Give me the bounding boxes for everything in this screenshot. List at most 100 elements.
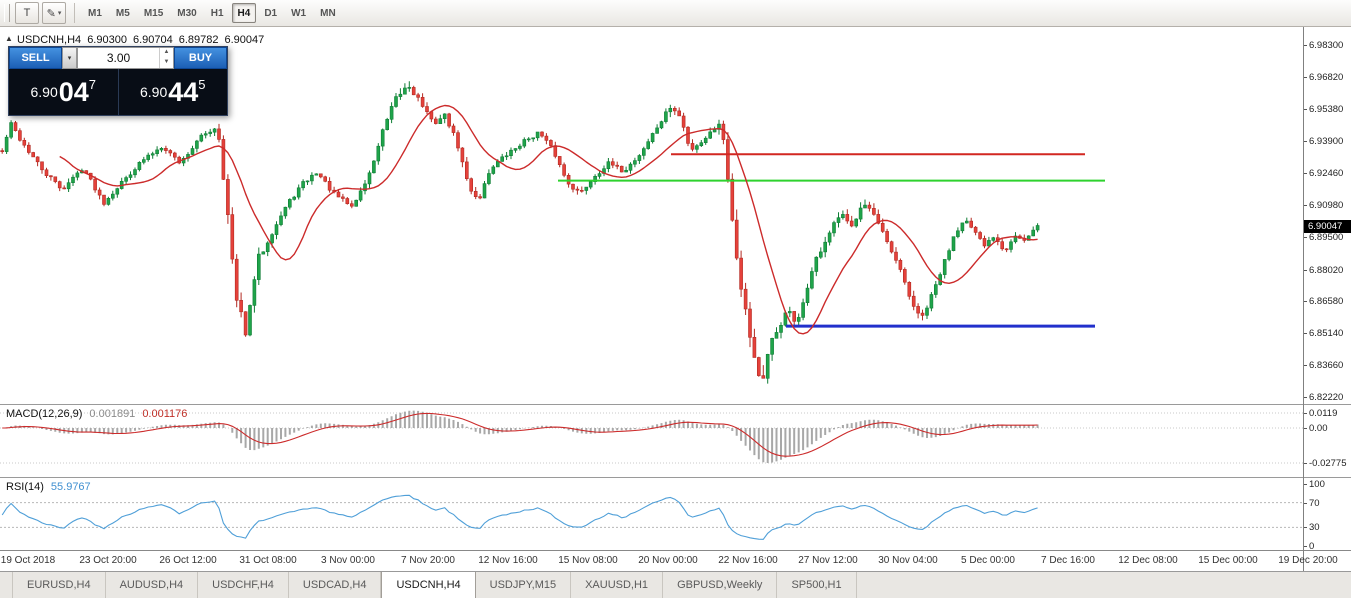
symbol-period-label: USDCNH,H4 bbox=[17, 34, 82, 46]
timeframe-button-d1[interactable]: D1 bbox=[264, 7, 278, 19]
rsi-axis-tick bbox=[1304, 502, 1307, 504]
macd-axis-label: 0.00 bbox=[1309, 423, 1328, 434]
timeframe-button-h4[interactable]: H4 bbox=[231, 3, 257, 23]
timeframe-button-mn[interactable]: MN bbox=[320, 7, 336, 19]
chart-tabs-bar: EURUSD,H4 AUDUSD,H4 USDCHF,H4 USDCAD,H4 USDC… bbox=[0, 571, 1351, 598]
templates-icon: T bbox=[23, 7, 31, 19]
volume-value[interactable]: 3.00 bbox=[106, 51, 131, 65]
rsi-chart[interactable] bbox=[0, 478, 1303, 550]
time-axis[interactable]: 19 Oct 2018 23 Oct 20:00 26 Oct 12:00 31 Oc… bbox=[0, 550, 1338, 571]
volume-down-button[interactable]: ▼ bbox=[163, 59, 170, 65]
chart-tab-eurusd-h4[interactable]: EURUSD,H4 bbox=[12, 572, 106, 598]
rsi-label: RSI(14) 55.9767 bbox=[6, 481, 91, 493]
price-axis-label: 6.98300 bbox=[1309, 39, 1344, 51]
time-label: 23 Oct 20:00 bbox=[79, 555, 137, 566]
rsi-axis[interactable]: 100 70 30 0 bbox=[1304, 477, 1351, 552]
time-label: 5 Dec 00:00 bbox=[961, 555, 1015, 566]
candlestick-chart[interactable] bbox=[0, 27, 1303, 404]
sell-button[interactable]: SELL bbox=[9, 47, 62, 69]
price-scale-column[interactable]: 6.98300 6.96820 6.95380 6.93900 6.92460 6.909… bbox=[1303, 27, 1351, 571]
price-axis-tick bbox=[1304, 269, 1307, 271]
rsi-value: 55.9767 bbox=[50, 481, 91, 493]
timeframe-button-h1[interactable]: H1 bbox=[210, 7, 224, 19]
volume-steppers: ▲ ▼ bbox=[159, 48, 173, 68]
price-axis-label: 6.82220 bbox=[1309, 391, 1344, 403]
rsi-axis-label: 0 bbox=[1309, 541, 1315, 552]
chart-tab-usdjpy-m15[interactable]: USDJPY,M15 bbox=[476, 572, 572, 598]
price-axis-tick bbox=[1304, 332, 1307, 334]
time-label: 12 Nov 16:00 bbox=[478, 555, 538, 566]
buy-button[interactable]: BUY bbox=[174, 47, 227, 69]
price-axis-tick bbox=[1304, 141, 1307, 143]
timeframe-button-m5[interactable]: M5 bbox=[115, 7, 130, 19]
volume-input[interactable]: 3.00 ▲ ▼ bbox=[77, 47, 174, 69]
price-axis-label: 6.85140 bbox=[1309, 327, 1344, 339]
chart-tab-audusd-h4[interactable]: AUDUSD,H4 bbox=[106, 572, 199, 598]
macd-main-value: 0.001891 bbox=[89, 408, 136, 420]
chart-workspace: ▲ USDCNH,H4 6.90300 6.90704 6.89782 6.90… bbox=[0, 27, 1351, 571]
chevron-down-icon: ▾ bbox=[67, 55, 72, 62]
ask-prefix: 6.90 bbox=[139, 84, 168, 100]
macd-chart[interactable] bbox=[0, 405, 1303, 477]
open-value: 6.90300 bbox=[87, 34, 127, 46]
chart-tab-usdcnh-h4[interactable]: USDCNH,H4 bbox=[381, 572, 476, 598]
current-price-badge: 6.90047 bbox=[1304, 220, 1351, 233]
templates-button[interactable]: T bbox=[15, 2, 39, 24]
volume-dropdown-button[interactable]: ▾ bbox=[62, 47, 77, 69]
chart-tab-usdcad-h4[interactable]: USDCAD,H4 bbox=[289, 572, 382, 598]
macd-axis-tick bbox=[1304, 412, 1307, 414]
chart-tab-xauusd-h1[interactable]: XAUUSD,H1 bbox=[571, 572, 664, 598]
draw-tools-icon: ✎ bbox=[46, 7, 56, 20]
rsi-panel[interactable]: RSI(14) 55.9767 bbox=[0, 477, 1303, 550]
main-chart-panel[interactable]: ▲ USDCNH,H4 6.90300 6.90704 6.89782 6.90… bbox=[0, 27, 1303, 404]
price-axis-label: 6.93900 bbox=[1309, 136, 1344, 148]
rsi-name: RSI(14) bbox=[6, 481, 44, 493]
toolbar-grip[interactable] bbox=[4, 4, 10, 22]
trade-controls-row: SELL ▾ 3.00 ▲ ▼ BUY bbox=[9, 47, 227, 69]
price-axis-tick bbox=[1304, 301, 1307, 303]
time-label: 7 Nov 20:00 bbox=[401, 555, 455, 566]
chart-tab-gbpusd-weekly[interactable]: GBPUSD,Weekly bbox=[663, 572, 778, 598]
draw-tools-button[interactable]: ✎ ▾ bbox=[42, 2, 66, 24]
rsi-axis-tick bbox=[1304, 546, 1307, 547]
timeframe-button-w1[interactable]: W1 bbox=[291, 7, 307, 19]
time-label: 26 Oct 12:00 bbox=[159, 555, 217, 566]
price-axis-label: 6.88020 bbox=[1309, 264, 1344, 276]
macd-axis[interactable]: 0.0119 0.00 -0.02775 bbox=[1304, 404, 1351, 477]
plot-column: ▲ USDCNH,H4 6.90300 6.90704 6.89782 6.90… bbox=[0, 27, 1338, 571]
volume-up-button[interactable]: ▲ bbox=[163, 49, 170, 55]
chart-tab-sp500-h1[interactable]: SP500,H1 bbox=[777, 572, 857, 598]
price-axis-tick bbox=[1304, 108, 1307, 110]
time-label: 12 Dec 08:00 bbox=[1118, 555, 1178, 566]
macd-panel[interactable]: MACD(12,26,9) 0.001891 0.001176 bbox=[0, 404, 1303, 477]
macd-axis-tick bbox=[1304, 462, 1307, 464]
time-label: 15 Nov 08:00 bbox=[558, 555, 618, 566]
chart-tab-usdchf-h4[interactable]: USDCHF,H4 bbox=[198, 572, 289, 598]
macd-name: MACD(12,26,9) bbox=[6, 408, 83, 420]
toolbar-icon-buttons: T ✎ ▾ bbox=[15, 2, 69, 24]
one-click-toggle-icon[interactable]: ▲ bbox=[5, 34, 13, 43]
price-axis-label: 6.90980 bbox=[1309, 200, 1344, 212]
low-value: 6.89782 bbox=[178, 34, 219, 46]
bid-prefix: 6.90 bbox=[30, 84, 58, 100]
price-axis-tick bbox=[1304, 77, 1307, 79]
timeframe-toolbar: M1 M5 M15 M30 H1 H4 D1 W1 MN bbox=[74, 3, 344, 23]
time-label: 19 Dec 20:00 bbox=[1278, 555, 1338, 566]
price-axis[interactable]: 6.98300 6.96820 6.95380 6.93900 6.92460 6.909… bbox=[1304, 27, 1351, 404]
trade-prices-row: 6.90 04 7 6.90 44 5 bbox=[9, 69, 227, 115]
bid-price: 6.90 04 7 bbox=[9, 69, 119, 115]
macd-axis-tick bbox=[1304, 428, 1307, 429]
timeframe-button-m1[interactable]: M1 bbox=[88, 7, 102, 19]
time-label: 3 Nov 00:00 bbox=[321, 555, 375, 566]
timeframe-button-m15[interactable]: M15 bbox=[143, 7, 164, 19]
axis-corner bbox=[1304, 550, 1351, 571]
time-label: 7 Dec 16:00 bbox=[1041, 555, 1095, 566]
price-axis-tick bbox=[1304, 172, 1307, 174]
timeframe-button-m30[interactable]: M30 bbox=[177, 7, 197, 19]
time-label: 20 Nov 00:00 bbox=[638, 555, 698, 566]
price-axis-tick bbox=[1304, 365, 1307, 367]
time-label: 22 Nov 16:00 bbox=[718, 555, 778, 566]
time-label: 30 Nov 04:00 bbox=[878, 555, 938, 566]
chevron-down-icon: ▾ bbox=[57, 10, 62, 17]
